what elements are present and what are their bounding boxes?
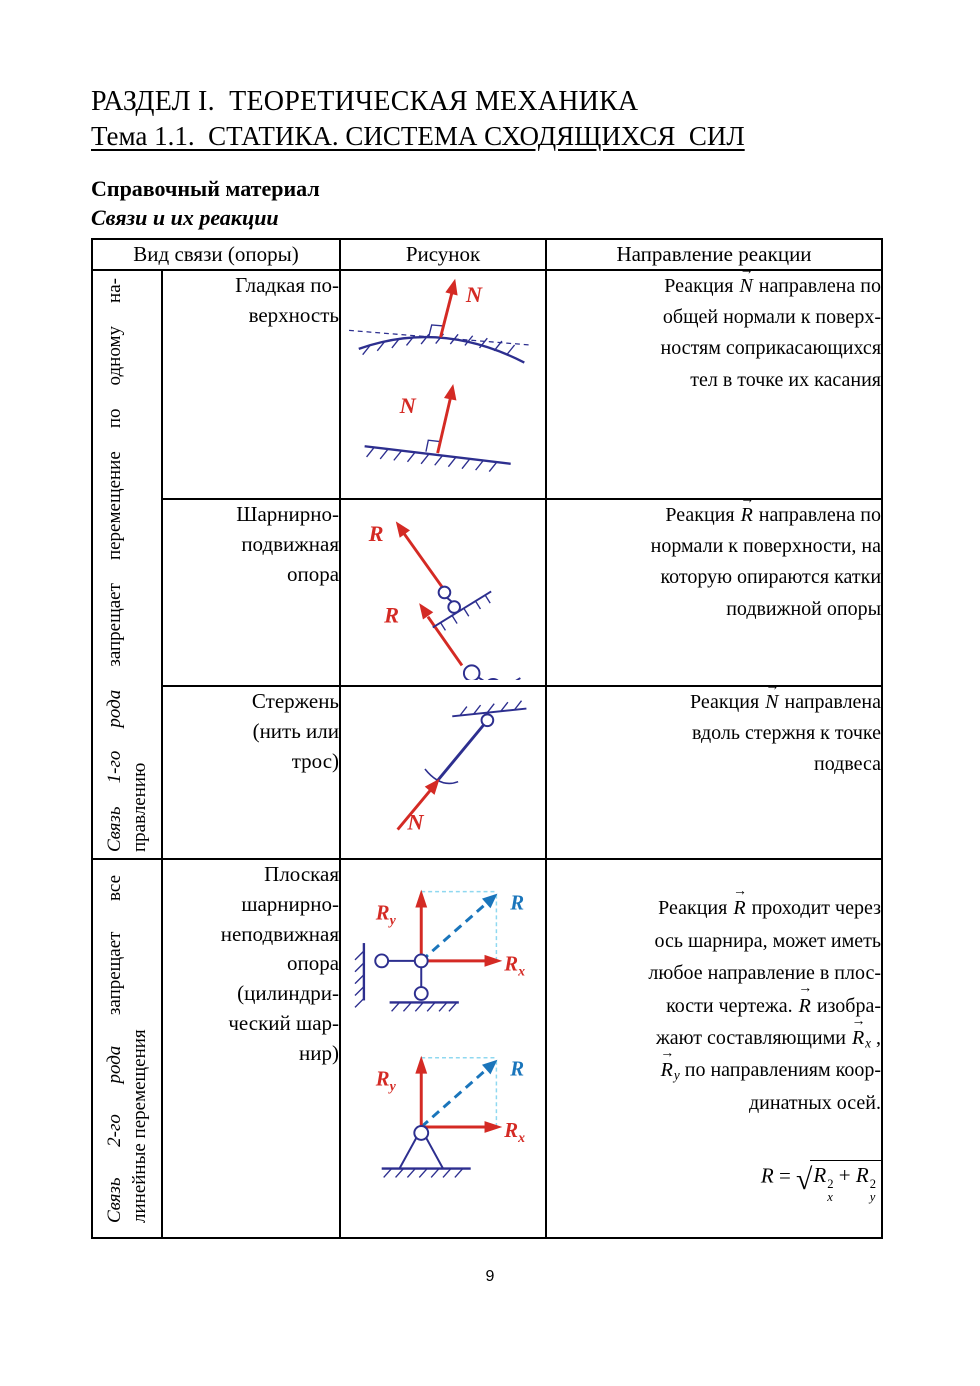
reaction-description: Реакция R проходит через ось шарнира, мо… [545, 857, 884, 1240]
constraint-name-roller-support: Шарнирно- подвижная опора [160, 498, 342, 687]
normal-force-arrows [436, 278, 458, 454]
resultant-arrows [419, 893, 497, 1129]
surface-lines [349, 324, 531, 473]
table-row: Шарнирно- подвижная опора [92, 489, 884, 719]
component-arrows [414, 889, 502, 1133]
formula-lhs: R [760, 1162, 774, 1187]
axial-force-arrow [396, 778, 440, 831]
roller-supports [432, 585, 521, 719]
force-label-R: R [509, 892, 524, 914]
topic-title: Тема 1.1. СТАТИКА. СИСТЕМА СХОДЯЩИХСЯ СИ… [91, 121, 745, 151]
force-label-Rx: Rx [503, 954, 525, 979]
reaction-description: Реакция R направлена по нормали к поверх… [545, 489, 884, 687]
force-label-N: N [465, 282, 483, 307]
table-row: Связь 1-го рода запрещает перемещение по… [91, 260, 884, 860]
constraint-name-pin-support: Плоская шарнирно- неподвижная опора (цил… [160, 857, 342, 1240]
roller-support-diagram: R R [368, 521, 521, 719]
subtitle-reference-material: Справочный материал [91, 176, 320, 201]
table-row: Стержень (нить или трос) [92, 676, 884, 860]
formula-Rx: R [813, 1162, 827, 1187]
side-label-line1: Связь 2-го рода запрещает все [103, 874, 125, 1223]
header-figure: Рисунок [339, 238, 548, 271]
side-label-line2: правлению [129, 762, 150, 852]
pin-support-diagram: Ry R Rx Ry R Rx [354, 889, 525, 1178]
force-label-N: N [406, 810, 424, 835]
table-row: Связь 2-го рода запрещает все линейные п… [91, 857, 884, 1240]
rod-and-ceiling [424, 700, 527, 785]
force-label-N: N [399, 393, 417, 418]
sub-x: x [827, 1190, 833, 1205]
section-title: РАЗДЕЛ I. ТЕОРЕТИЧЕСКАЯ МЕХАНИКА [91, 86, 639, 117]
reaction-text: Реакция R проходит через ось шарнира, мо… [547, 881, 881, 1119]
constraints-reactions-table: Вид связи (опоры) Рисунок Направление ре… [90, 238, 884, 1240]
page-number: 9 [485, 1268, 495, 1285]
formula-equals: = [773, 1162, 797, 1187]
sub-y: y [869, 1190, 876, 1205]
subtitle-links-reactions: Связи и их реакции [91, 205, 279, 230]
power: 2 [827, 1177, 834, 1192]
table-header-row: Вид связи (опоры) Рисунок Направление ре… [90, 238, 884, 271]
force-label-Ry: Ry [374, 902, 396, 927]
side-label-line2: линейные перемещения [129, 1028, 150, 1223]
reaction-description: Реакция N направлена вдоль стержня к точ… [545, 676, 884, 860]
side-label-first-kind: Связь 1-го рода запрещает перемещение по… [91, 269, 163, 860]
rod-suspension-diagram: N [396, 700, 527, 835]
header-reaction-direction: Направление реакции [545, 238, 884, 271]
construction-lines [420, 890, 497, 1127]
figure-cell: R R [339, 498, 548, 719]
power: 2 [869, 1177, 877, 1192]
figure-cell: N N [339, 269, 548, 500]
formula-plus: + [833, 1162, 856, 1187]
rotated-label: Связь 1-го рода запрещает перемещение по… [102, 278, 152, 852]
pin-supports [354, 943, 471, 1178]
reaction-force-arrows [395, 521, 464, 667]
constraint-name-rod: Стержень (нить или трос) [160, 685, 342, 860]
force-label-R: R [368, 521, 384, 546]
radical-sign: √ [796, 1162, 813, 1196]
figure-cell: N [339, 685, 548, 860]
figure-cell: Ry R Rx Ry R Rx [339, 857, 548, 1240]
force-label-R: R [509, 1059, 524, 1081]
page-content: РАЗДЕЛ I. ТЕОРЕТИЧЕСКАЯ МЕХАНИКА Тема 1.… [90, 86, 884, 1240]
formula-Ry: R [855, 1162, 869, 1187]
reaction-description: Реакция N направлена по общей нормали к … [545, 260, 884, 500]
header-constraint-type: Вид связи (опоры) [90, 238, 342, 271]
force-label-R: R [383, 603, 399, 628]
constraint-name-smooth-surface: Гладкая по- верхность [160, 269, 342, 500]
smooth-surface-diagram: N N [349, 278, 531, 473]
side-label-second-kind: Связь 2-го рода запрещает все линейные п… [91, 857, 163, 1240]
force-label-Rx: Rx [503, 1120, 525, 1145]
force-label-Ry: Ry [374, 1068, 396, 1093]
rotated-label: Связь 2-го рода запрещает все линейные п… [102, 875, 152, 1223]
side-label-line1: Связь 1-го рода запрещает перемещение по… [103, 277, 125, 852]
